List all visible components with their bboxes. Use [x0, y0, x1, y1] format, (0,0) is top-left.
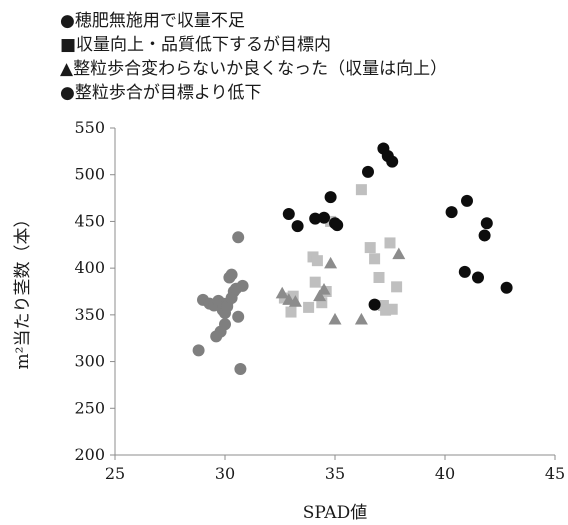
x-tick-label: 40: [435, 464, 455, 483]
data-point-circle: [461, 194, 473, 207]
data-point-square: [373, 271, 385, 283]
data-point-circle: [219, 318, 231, 331]
data-point-circle: [480, 217, 493, 230]
series-3: [282, 142, 513, 311]
data-point-square: [316, 297, 328, 309]
data-point-circle: [309, 212, 322, 225]
data-point-circle: [324, 191, 337, 204]
data-point-circle: [458, 265, 471, 278]
chart-legend: ●穂肥無施用で収量不足 ■収量向上・品質低下するが目標内 ▲整粒歩合変わらないか…: [60, 6, 448, 103]
data-point-square: [303, 301, 315, 313]
data-point-circle: [291, 220, 304, 233]
data-point-circle: [368, 298, 381, 311]
y-axis-title: m²当たり茎数（本）: [13, 211, 33, 370]
data-point-circle: [478, 229, 491, 242]
data-point-circle: [282, 207, 295, 220]
series-0: [192, 231, 249, 376]
data-point-triangle: [317, 283, 331, 295]
data-point-square: [311, 255, 323, 267]
data-point-triangle: [313, 289, 327, 302]
data-point-circle: [472, 271, 484, 284]
series-1: [278, 184, 403, 318]
axes: 200 250 300 350 400 450 500 550 25 30 35 40 45: [74, 118, 565, 483]
x-tick-label: 25: [105, 464, 125, 483]
legend-label: ●整粒歩合が目標より低下: [60, 82, 262, 103]
data-point-circle: [192, 344, 205, 357]
data-point-circle: [236, 279, 249, 292]
data-point-circle: [500, 281, 513, 294]
data-point-square: [386, 303, 398, 315]
data-point-square: [285, 306, 297, 318]
data-point-circle: [318, 211, 330, 224]
legend-label: ■収量向上・品質低下するが目標内: [60, 34, 332, 55]
data-point-square: [369, 253, 381, 265]
data-points: [192, 142, 513, 376]
data-point-circle: [225, 268, 238, 281]
legend-label: ●穂肥無施用で収量不足: [60, 10, 245, 31]
data-point-circle: [331, 219, 344, 232]
legend-item-improved: ▲整粒歩合変わらないか良くなった（収量は向上）: [60, 54, 448, 79]
data-point-triangle: [392, 247, 406, 260]
series-2: [275, 247, 406, 325]
data-point-circle: [234, 363, 247, 376]
data-point-square: [391, 281, 403, 293]
data-point-square: [309, 276, 321, 288]
y-tick-label: 350: [74, 305, 105, 324]
legend-label: ▲整粒歩合変わらないか良くなった（収量は向上）: [60, 58, 448, 79]
legend-item-within-target: ■収量向上・品質低下するが目標内: [60, 30, 447, 55]
data-point-square: [287, 290, 299, 302]
x-tick-label: 30: [215, 464, 235, 483]
y-tick-label: 450: [74, 211, 105, 230]
x-axis-title: SPAD値: [303, 503, 367, 523]
data-point-square: [364, 242, 376, 254]
y-tick-label: 400: [74, 258, 105, 277]
y-tick-label: 500: [74, 165, 105, 184]
legend-item-nitrogen-shortage: ●穂肥無施用で収量不足: [60, 6, 447, 31]
data-point-square: [380, 304, 392, 316]
data-point-triangle: [328, 312, 342, 325]
data-point-triangle: [275, 286, 289, 299]
data-point-circle: [362, 165, 374, 178]
data-point-circle: [232, 231, 245, 244]
data-point-triangle: [288, 295, 302, 307]
data-point-square: [355, 184, 367, 196]
data-point-circle: [386, 155, 399, 168]
y-tick-label: 200: [74, 445, 105, 464]
x-tick-label: 35: [325, 464, 345, 483]
y-tick-label: 550: [74, 118, 105, 137]
data-point-circle: [232, 310, 245, 323]
data-point-square: [384, 237, 396, 249]
data-point-triangle: [354, 312, 368, 325]
data-point-triangle: [324, 256, 338, 269]
data-point-circle: [445, 206, 458, 219]
x-tick-label: 45: [545, 464, 565, 483]
y-tick-label: 250: [74, 398, 105, 417]
y-tick-label: 300: [74, 352, 105, 371]
legend-item-below-target: ●整粒歩合が目標より低下: [60, 78, 447, 103]
